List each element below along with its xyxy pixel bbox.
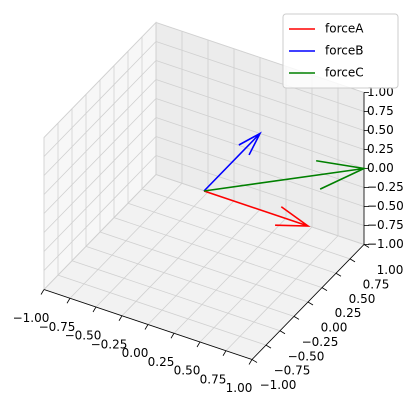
- grid-line: [155, 60, 365, 131]
- z-tick-label: −0.25: [367, 180, 404, 194]
- tick-mark: [248, 359, 253, 365]
- y-tick-label: 0.75: [363, 277, 390, 291]
- tick-mark: [265, 344, 272, 349]
- grid-line: [43, 98, 157, 214]
- y-tick-label: 1.00: [377, 263, 404, 277]
- grid-line: [43, 117, 157, 233]
- x-tick-label: 0.50: [174, 364, 201, 378]
- z-tick-label: −1.00: [367, 237, 404, 251]
- y-tick-label: −0.75: [274, 364, 311, 378]
- tick-mark: [170, 333, 175, 339]
- tick-mark: [222, 350, 227, 356]
- x-tick-label: 0.25: [148, 355, 175, 369]
- x-tick-label: −0.25: [91, 337, 128, 351]
- grid-line: [43, 60, 157, 176]
- y-tick-label: −0.50: [288, 349, 325, 363]
- grid-line: [155, 41, 365, 112]
- grid-line: [71, 260, 281, 332]
- tick-mark: [144, 324, 149, 330]
- tick-mark: [40, 289, 45, 295]
- grid-line: [141, 188, 351, 260]
- tick-mark: [307, 301, 314, 306]
- y-tick-label: −0.25: [302, 335, 339, 349]
- z-tick-label: 0.75: [367, 104, 394, 118]
- tick-mark: [363, 244, 370, 248]
- tick-mark: [118, 315, 123, 321]
- grid-line: [155, 155, 365, 226]
- legend-label: forceB: [325, 44, 363, 58]
- grid-line: [85, 245, 295, 317]
- grid-line: [43, 79, 157, 195]
- tick-mark: [279, 330, 286, 335]
- y-axis-line: [251, 244, 365, 360]
- tick-mark: [349, 258, 356, 263]
- tick-mark: [66, 298, 71, 304]
- x-tick-label: −0.75: [39, 320, 76, 334]
- grid-line: [127, 202, 337, 274]
- grid-line: [113, 217, 323, 289]
- tick-mark: [196, 341, 201, 348]
- grid-line: [43, 155, 157, 271]
- legend-label: forceA: [325, 22, 364, 36]
- grid-line: [155, 117, 365, 188]
- arrow: [203, 190, 311, 227]
- x-tick-label: 0.00: [122, 346, 149, 360]
- z-tick-label: 0.50: [367, 123, 394, 137]
- tick-mark: [321, 287, 328, 291]
- grid-line: [99, 231, 309, 303]
- tick-mark: [335, 272, 342, 277]
- grid-line: [43, 136, 157, 252]
- tick-mark: [251, 359, 258, 363]
- grid-line: [155, 79, 365, 150]
- legend-label: forceC: [325, 66, 364, 80]
- grid-line: [57, 274, 267, 346]
- z-tick-label: −0.50: [367, 199, 404, 213]
- x-tick-label: 0.75: [200, 372, 227, 386]
- x-tick-label: −1.00: [13, 311, 50, 325]
- tick-mark: [92, 306, 97, 313]
- z-tick-label: 0.25: [367, 142, 394, 156]
- y-tick-label: −1.00: [260, 378, 297, 392]
- y-tick-label: 0.25: [335, 306, 362, 320]
- y-tick-label: 0.00: [321, 321, 348, 335]
- z-tick-label: 0.00: [367, 161, 394, 175]
- z-tick-label: −0.75: [367, 218, 404, 232]
- grid-line: [43, 22, 157, 138]
- x-tick-label: −0.50: [65, 329, 102, 343]
- legend-box: [282, 13, 399, 89]
- grid-line: [43, 41, 157, 157]
- grid-line: [43, 174, 157, 290]
- arrow: [203, 159, 367, 192]
- x-axis-line: [43, 289, 253, 360]
- grid-line: [155, 136, 365, 207]
- tick-mark: [293, 316, 300, 320]
- arrow: [203, 131, 262, 192]
- x-tick-label: 1.00: [226, 381, 253, 395]
- y-tick-label: 0.50: [349, 292, 376, 306]
